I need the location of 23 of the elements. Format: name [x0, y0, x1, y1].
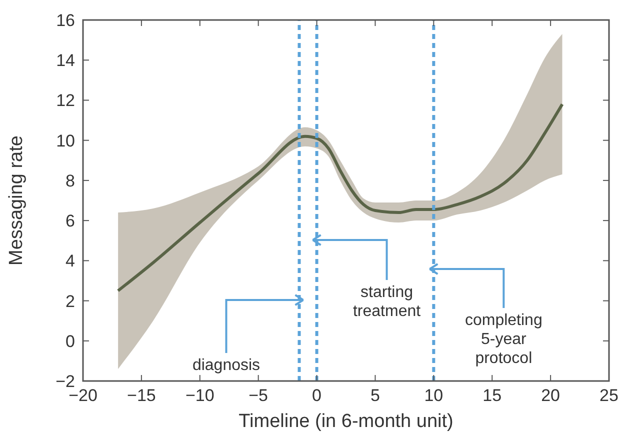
x-tick-label: −5: [248, 386, 268, 405]
y-tick-label: 6: [66, 212, 75, 231]
ref-line-label: completing 5-year protocol: [464, 312, 542, 367]
ref-line-label: starting treatment: [352, 284, 422, 320]
y-tick-label: 12: [56, 91, 75, 110]
y-tick-label: 4: [66, 252, 75, 271]
x-axis-title: Timeline (in 6-month unit): [238, 411, 454, 432]
x-tick-label: −10: [185, 386, 214, 405]
x-tick-label: 15: [482, 386, 502, 405]
x-tick-label: 20: [541, 386, 560, 405]
y-axis-title: Messaging rate: [6, 136, 27, 266]
x-tick-label: 5: [370, 386, 380, 405]
y-tick-label: 0: [66, 332, 75, 351]
y-tick-label: 10: [56, 131, 75, 150]
x-tick-label: −15: [127, 386, 156, 405]
y-tick-label: 16: [56, 11, 75, 30]
y-tick-label: 14: [56, 51, 75, 70]
ref-line-label: diagnosis: [192, 357, 260, 374]
x-tick-label: 25: [600, 386, 618, 405]
x-tick-label: 10: [424, 386, 444, 405]
y-tick-label: 2: [66, 292, 75, 311]
x-tick-label: 0: [312, 386, 322, 405]
y-tick-label: 8: [66, 171, 75, 190]
